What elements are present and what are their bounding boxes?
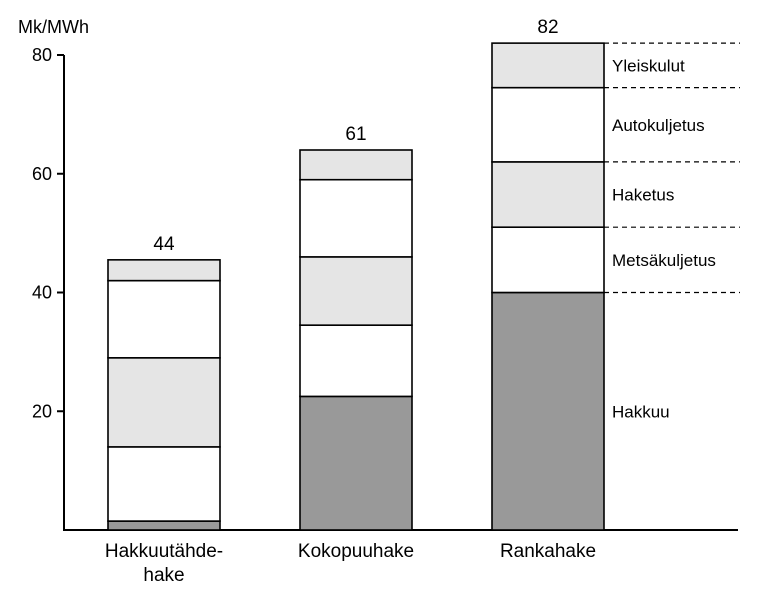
bar-total-label: 61 bbox=[345, 124, 366, 145]
legend-layer: Hakkuu Metsäkuljetus Haketus Autokuljetus Yl… bbox=[604, 42, 740, 421]
legend-label-yleiskulut: Yleiskulut bbox=[612, 56, 685, 75]
y-tick-label: 60 bbox=[32, 164, 52, 184]
bar-segment-autokuljetus bbox=[299, 178, 413, 258]
y-tick-label: 80 bbox=[32, 45, 52, 65]
y-tick-label: 20 bbox=[32, 401, 52, 421]
bar-total-label: 82 bbox=[537, 17, 558, 38]
bar-segment-haketus bbox=[299, 256, 413, 326]
legend-label-metsäkuljetus: Metsäkuljetus bbox=[612, 251, 716, 270]
bar-segment-autokuljetus bbox=[107, 279, 221, 359]
labels-layer: 20 40 60 80 Mk/MWh 44 Hakkuutähde-hake 61 Kokopu… bbox=[18, 17, 596, 586]
bar-segment-yleiskulut bbox=[107, 259, 221, 282]
y-unit-label: Mk/MWh bbox=[18, 17, 89, 37]
legend-label-hakkuu: Hakkuu bbox=[612, 402, 670, 421]
category-label: Rankahake bbox=[500, 541, 596, 562]
bar-segment-yleiskulut bbox=[491, 42, 605, 89]
bar-segment-yleiskulut bbox=[299, 149, 413, 181]
category-label: hake bbox=[143, 565, 184, 586]
bar-total-label: 44 bbox=[153, 234, 175, 255]
legend-label-autokuljetus: Autokuljetus bbox=[612, 116, 705, 135]
legend-label-haketus: Haketus bbox=[612, 186, 674, 205]
category-label: Kokopuuhake bbox=[298, 541, 414, 562]
bar-segment-haketus bbox=[107, 357, 221, 448]
bars-layer bbox=[107, 42, 605, 531]
bar-segment-metsäkuljetus bbox=[491, 226, 605, 294]
bar-segment-hakkuu bbox=[107, 520, 221, 531]
bar-segment-hakkuu bbox=[299, 395, 413, 531]
bar-segment-metsäkuljetus bbox=[107, 446, 221, 522]
bar-segment-autokuljetus bbox=[491, 86, 605, 163]
bar-segment-haketus bbox=[491, 161, 605, 228]
bar-segment-hakkuu bbox=[491, 291, 605, 531]
y-tick-label: 40 bbox=[32, 283, 52, 303]
bar-segment-metsäkuljetus bbox=[299, 324, 413, 398]
category-label: Hakkuutähde- bbox=[105, 541, 223, 562]
